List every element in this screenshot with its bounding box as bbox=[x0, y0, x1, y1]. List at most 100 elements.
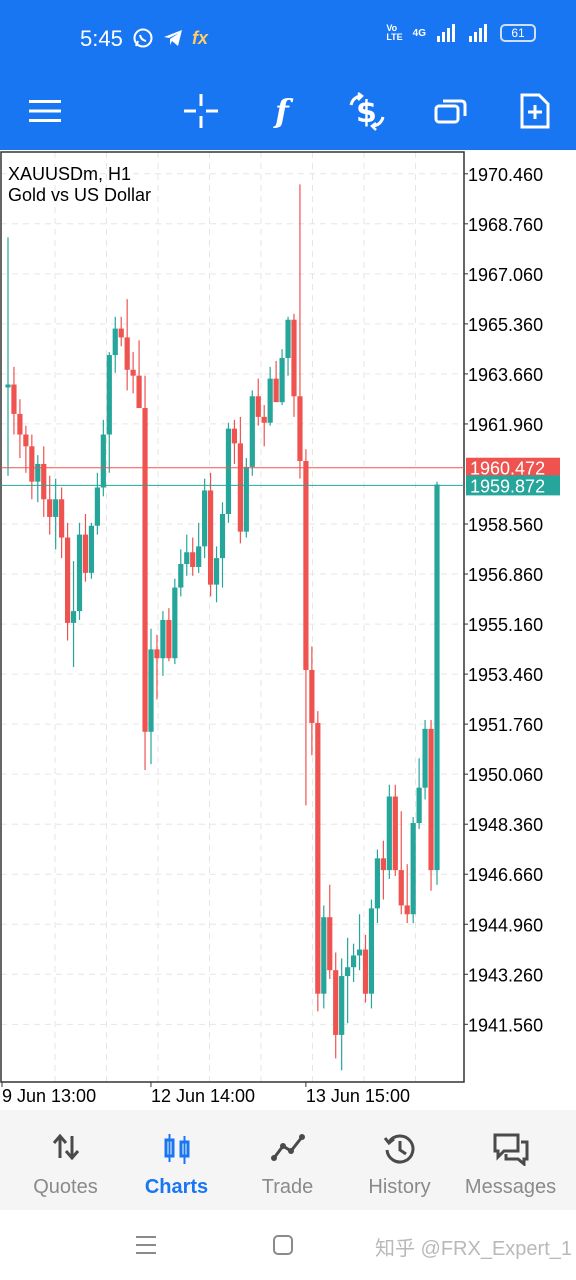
candle-body bbox=[237, 443, 243, 532]
candle-body bbox=[410, 823, 416, 915]
trade-line-icon bbox=[270, 1134, 305, 1161]
candle-body bbox=[321, 917, 327, 994]
nav-charts[interactable]: Charts bbox=[119, 1110, 234, 1210]
trade-dollar-icon: $ bbox=[349, 92, 385, 131]
price-tick-label: 1958.560 bbox=[468, 515, 543, 535]
candle-body bbox=[70, 611, 77, 623]
candle-body bbox=[291, 319, 297, 397]
trade-button[interactable]: $ bbox=[342, 86, 392, 136]
candle-body bbox=[148, 649, 154, 732]
price-tick-label: 1946.660 bbox=[468, 865, 543, 885]
time-tick-label: 13 Jun 15:00 bbox=[306, 1086, 410, 1106]
new-order-button[interactable] bbox=[510, 86, 560, 136]
price-tick-label: 1944.960 bbox=[468, 915, 543, 935]
menu-button[interactable] bbox=[20, 86, 70, 136]
price-tick-label: 1955.160 bbox=[468, 615, 543, 635]
candle-body bbox=[17, 413, 23, 435]
windows-button[interactable] bbox=[426, 86, 476, 136]
candle-body bbox=[5, 384, 11, 388]
candle-body bbox=[231, 428, 238, 444]
chart-symbol: XAUUSDm, H1 bbox=[8, 164, 132, 184]
candle-body bbox=[53, 499, 59, 517]
crosshair-button[interactable] bbox=[176, 86, 226, 136]
system-navigation-bar bbox=[0, 1210, 576, 1280]
candle-body bbox=[285, 319, 291, 359]
candle-body bbox=[142, 408, 148, 732]
candle-body bbox=[434, 484, 440, 871]
home-icon[interactable] bbox=[271, 1233, 295, 1257]
candle-body bbox=[327, 917, 333, 971]
candle-body bbox=[106, 355, 112, 435]
candle-body bbox=[297, 396, 303, 462]
candle-body bbox=[11, 384, 17, 414]
bottom-navigation: Quotes Charts Trade History Messages bbox=[0, 1110, 576, 1210]
candle-body bbox=[380, 858, 386, 871]
bid-price-tag: 1960.472 bbox=[470, 459, 545, 479]
candle-body bbox=[398, 870, 404, 906]
candle-body bbox=[178, 564, 184, 588]
candle-body bbox=[88, 525, 95, 573]
candle-body bbox=[64, 537, 71, 623]
nav-messages-label: Messages bbox=[464, 1176, 557, 1198]
candle-body bbox=[356, 949, 363, 956]
price-tick-label: 1948.360 bbox=[468, 815, 543, 835]
nav-history[interactable]: History bbox=[342, 1110, 457, 1210]
candle-body bbox=[213, 558, 220, 585]
volte-icon: Vo LTE bbox=[386, 23, 403, 42]
candle-body bbox=[225, 428, 232, 514]
chart-description: Gold vs US Dollar bbox=[8, 185, 152, 205]
status-bar: 5:45 fx Vo LTE 4G 61 bbox=[0, 0, 576, 76]
candle-body bbox=[273, 378, 279, 403]
candle-body bbox=[166, 619, 172, 659]
candle-body bbox=[345, 967, 351, 977]
chart-area[interactable]: 1970.460 1968.760 1967.060 1965.360 1963.660… bbox=[0, 150, 576, 1110]
candle-body bbox=[255, 396, 261, 417]
candle-body bbox=[29, 446, 35, 482]
candle-body bbox=[249, 396, 255, 467]
indicators-button[interactable]: f bbox=[260, 86, 310, 136]
price-tick-label: 1953.460 bbox=[468, 665, 543, 685]
candle-body bbox=[350, 955, 357, 968]
nav-charts-label: Charts bbox=[144, 1176, 209, 1198]
signal-icon-2 bbox=[469, 24, 487, 42]
candle-body bbox=[416, 787, 422, 824]
candle-body bbox=[374, 858, 381, 909]
candle-body bbox=[303, 461, 309, 670]
time-tick-label: 9 Jun 13:00 bbox=[2, 1086, 96, 1106]
candle-body bbox=[333, 970, 339, 1035]
signal-icon bbox=[437, 24, 455, 42]
candle-body bbox=[261, 416, 267, 423]
price-tick-label: 1950.060 bbox=[468, 765, 543, 785]
menu-icon bbox=[29, 100, 61, 122]
candle-body bbox=[190, 552, 196, 567]
candle-body bbox=[160, 619, 166, 659]
candle-body bbox=[100, 434, 106, 488]
status-time: 5:45 bbox=[80, 26, 123, 51]
candle-body bbox=[59, 499, 65, 538]
new-order-icon bbox=[520, 93, 550, 129]
ask-price-tag-bg bbox=[466, 475, 560, 496]
quotes-arrows-icon bbox=[52, 1133, 79, 1161]
price-tick-label: 1965.360 bbox=[468, 315, 543, 335]
candle-body bbox=[386, 796, 392, 871]
candlestick-chart[interactable]: 1970.460 1968.760 1967.060 1965.360 1963.660… bbox=[0, 150, 576, 1110]
candle-body bbox=[207, 490, 214, 585]
price-tick-label: 1970.460 bbox=[468, 165, 543, 185]
network-type: 4G bbox=[412, 27, 426, 39]
svg-text:$: $ bbox=[356, 95, 377, 130]
nav-messages[interactable]: Messages bbox=[453, 1110, 568, 1210]
candle-body bbox=[130, 369, 136, 376]
recent-apps-icon[interactable] bbox=[134, 1233, 158, 1257]
candle-body bbox=[23, 434, 29, 447]
nav-quotes[interactable]: Quotes bbox=[8, 1110, 123, 1210]
nav-trade[interactable]: Trade bbox=[230, 1110, 345, 1210]
battery-level: 61 bbox=[511, 26, 525, 40]
candle-body bbox=[267, 378, 273, 423]
candle-body bbox=[202, 490, 208, 547]
candle-body bbox=[41, 463, 47, 500]
messages-icon bbox=[493, 1133, 528, 1166]
nav-quotes-label: Quotes bbox=[33, 1176, 98, 1198]
fx-app-icon: fx bbox=[192, 27, 209, 48]
watermark: 知乎 @FRX_Expert_1 bbox=[374, 1238, 572, 1260]
candle-body bbox=[428, 728, 434, 871]
